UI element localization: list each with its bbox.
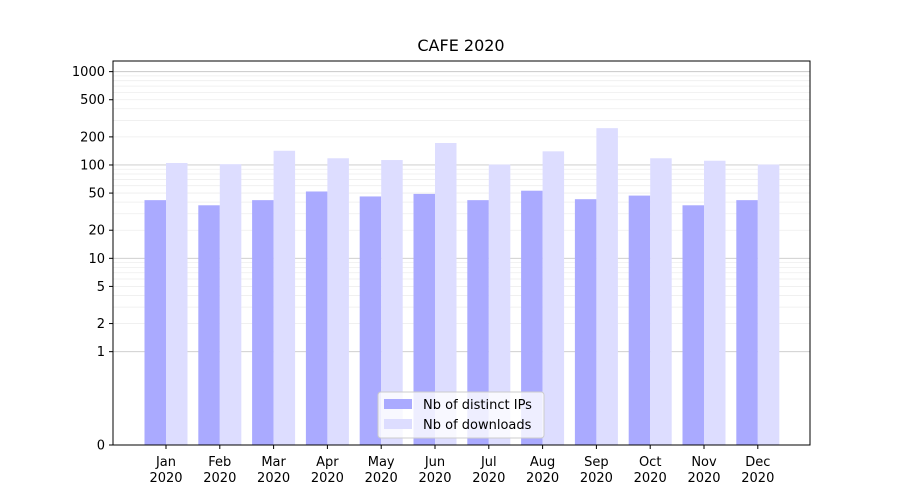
bar-distinct-ips [521,190,543,445]
plot-frame [112,60,811,446]
y-tick-label: 200 [80,130,105,145]
x-tick-label: Aug 2020 [526,455,559,486]
bar-downloads [381,160,403,446]
y-tick-label: 0 [97,439,105,454]
y-tick-label: 100 [80,158,105,173]
x-tick-label: Oct 2020 [634,455,667,486]
bar-distinct-ips [682,205,704,445]
bar-downloads [596,128,618,445]
bar-distinct-ips [198,205,220,445]
bar-distinct-ips [252,200,274,445]
bar-distinct-ips [305,191,328,445]
legend-swatch [384,399,412,409]
chart-title: CAFE 2020 [417,36,504,55]
x-tick-label: Nov 2020 [687,455,720,486]
y-tick-label: 50 [88,187,105,202]
x-tick-label: Jun 2020 [418,455,451,486]
y-tick-label: 2 [97,317,105,332]
legend-swatch [384,419,412,429]
bar-downloads [488,164,511,445]
x-tick-label: Dec 2020 [741,455,774,486]
bar-distinct-ips [574,199,597,445]
y-tick-label: 1000 [72,65,105,80]
bar-distinct-ips [736,200,758,445]
bar-downloads [219,164,242,445]
bar-downloads [757,164,780,445]
y-tick-label: 20 [88,224,105,239]
bars [144,128,780,446]
y-axis: 0 1 2 5 10 20 50 100 200 500 1000 [72,65,113,454]
x-axis: Jan 2020 Feb 2020 Mar 2020 Apr 2020 May 2020 Jun 20… [149,445,774,486]
legend-label: Nb of downloads [423,418,532,433]
bar-distinct-ips [413,193,435,445]
bar-distinct-ips [467,200,489,445]
legend-label: Nb of distinct IPs [423,398,532,413]
x-tick-label: May 2020 [365,455,398,486]
bar-distinct-ips [359,196,382,445]
x-tick-label: Jul 2020 [472,455,505,486]
legend-box [377,391,545,439]
bar-downloads [166,162,188,445]
y-tick-label: 1 [97,345,105,360]
y-tick-label: 10 [88,252,105,267]
legend: Nb of distinct IPs Nb of downloads [377,391,545,439]
x-tick-label: Mar 2020 [257,455,290,486]
x-tick-label: Sep 2020 [580,455,613,486]
bar-downloads [273,150,296,445]
bar-distinct-ips [144,200,166,445]
bar-downloads [542,151,565,445]
x-tick-label: Jan 2020 [149,455,182,486]
y-tick-label: 5 [97,280,105,295]
bar-distinct-ips [628,195,651,445]
y-tick-label: 500 [80,93,105,108]
bar-downloads [327,158,349,445]
bar-downloads [704,160,726,445]
x-tick-label: Feb 2020 [203,455,236,486]
bar-downloads [650,158,672,445]
bar-downloads [435,142,457,445]
x-tick-label: Apr 2020 [311,455,344,486]
